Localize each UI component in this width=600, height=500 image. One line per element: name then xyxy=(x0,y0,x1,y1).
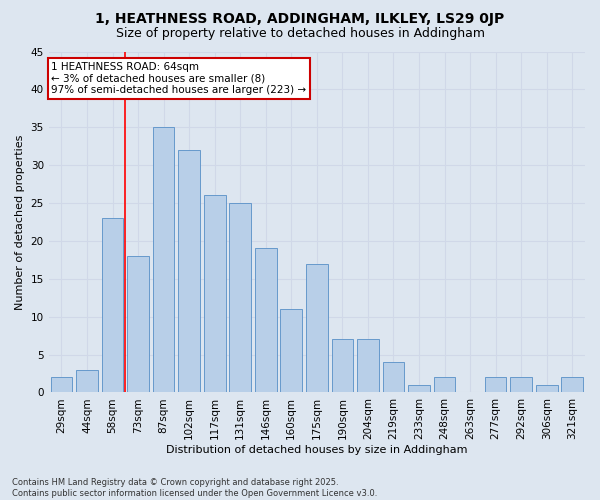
Text: Size of property relative to detached houses in Addingham: Size of property relative to detached ho… xyxy=(115,26,485,40)
Bar xyxy=(408,385,430,392)
Bar xyxy=(306,264,328,392)
Bar xyxy=(280,309,302,392)
Bar xyxy=(204,196,226,392)
Bar xyxy=(434,378,455,392)
Bar xyxy=(536,385,557,392)
Bar xyxy=(357,340,379,392)
Bar xyxy=(383,362,404,392)
Text: 1 HEATHNESS ROAD: 64sqm
← 3% of detached houses are smaller (8)
97% of semi-deta: 1 HEATHNESS ROAD: 64sqm ← 3% of detached… xyxy=(52,62,307,95)
Bar xyxy=(127,256,149,392)
Bar xyxy=(485,378,506,392)
Text: Contains HM Land Registry data © Crown copyright and database right 2025.
Contai: Contains HM Land Registry data © Crown c… xyxy=(12,478,377,498)
Bar xyxy=(332,340,353,392)
Bar xyxy=(178,150,200,392)
Bar xyxy=(76,370,98,392)
X-axis label: Distribution of detached houses by size in Addingham: Distribution of detached houses by size … xyxy=(166,445,467,455)
Bar xyxy=(229,203,251,392)
Bar xyxy=(510,378,532,392)
Bar xyxy=(153,128,175,392)
Bar xyxy=(50,378,72,392)
Y-axis label: Number of detached properties: Number of detached properties xyxy=(15,134,25,310)
Text: 1, HEATHNESS ROAD, ADDINGHAM, ILKLEY, LS29 0JP: 1, HEATHNESS ROAD, ADDINGHAM, ILKLEY, LS… xyxy=(95,12,505,26)
Bar xyxy=(101,218,124,392)
Bar xyxy=(255,248,277,392)
Bar xyxy=(562,378,583,392)
